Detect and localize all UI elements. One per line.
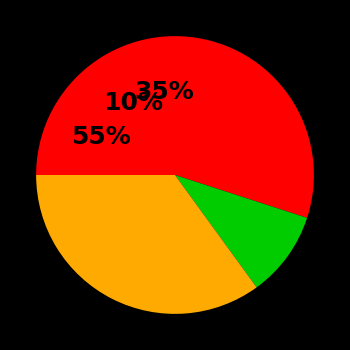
Wedge shape (175, 175, 307, 287)
Text: 55%: 55% (71, 125, 131, 148)
Wedge shape (36, 36, 314, 218)
Text: 35%: 35% (134, 80, 194, 104)
Wedge shape (36, 175, 257, 314)
Text: 10%: 10% (103, 91, 163, 115)
